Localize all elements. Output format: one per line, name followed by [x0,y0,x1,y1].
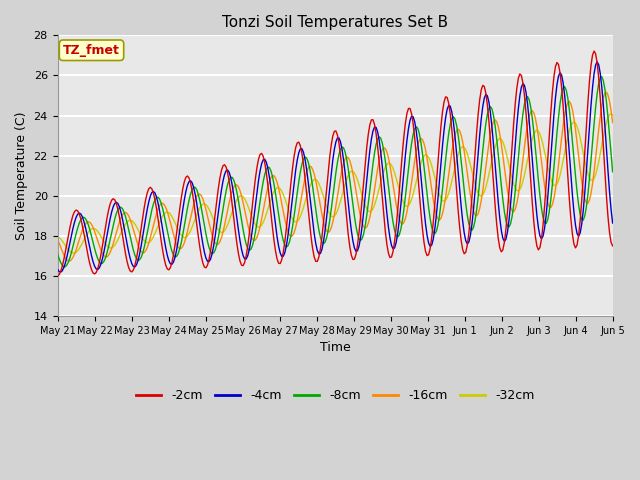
Line: -8cm: -8cm [58,77,612,267]
-8cm [609,169,616,175]
-16cm [239,200,247,205]
-2cm [237,262,245,268]
-4cm [579,207,587,213]
X-axis label: Time: Time [320,341,351,354]
Line: -2cm: -2cm [58,51,612,276]
-8cm [54,251,61,257]
-16cm [248,236,256,242]
-4cm [57,269,65,275]
-8cm [598,74,605,80]
-16cm [65,258,72,264]
-8cm [239,227,247,232]
-8cm [579,217,587,223]
-4cm [239,252,247,258]
Title: Tonzi Soil Temperatures Set B: Tonzi Soil Temperatures Set B [222,15,448,30]
-16cm [603,89,611,95]
-2cm [609,243,616,249]
-4cm [124,241,131,247]
-8cm [248,243,256,249]
-4cm [248,227,256,233]
-4cm [54,266,61,272]
-4cm [298,146,306,152]
-32cm [221,228,228,234]
-2cm [296,143,304,148]
-8cm [298,162,306,168]
-2cm [219,163,227,169]
-16cm [54,236,61,242]
-2cm [578,198,586,204]
Line: -4cm: -4cm [58,62,612,272]
-16cm [298,192,306,198]
-8cm [60,264,68,270]
Y-axis label: Soil Temperature (C): Soil Temperature (C) [15,111,28,240]
Line: -16cm: -16cm [58,92,612,261]
-4cm [221,172,228,178]
-16cm [609,120,616,126]
-32cm [124,219,131,225]
Line: -32cm: -32cm [58,114,612,253]
Text: TZ_fmet: TZ_fmet [63,44,120,57]
-16cm [124,211,131,216]
Legend: -2cm, -4cm, -8cm, -16cm, -32cm: -2cm, -4cm, -8cm, -16cm, -32cm [131,384,540,407]
-4cm [593,59,601,65]
-2cm [54,273,61,279]
-32cm [54,234,61,240]
-32cm [248,215,256,221]
-32cm [607,111,615,117]
-32cm [579,150,587,156]
-8cm [124,220,131,226]
-32cm [69,250,77,256]
-32cm [239,194,247,200]
-2cm [247,217,255,223]
-4cm [609,220,616,226]
-16cm [579,189,587,194]
-16cm [221,223,228,228]
-2cm [122,251,129,257]
-2cm [590,48,598,54]
-8cm [221,197,228,203]
-32cm [298,210,306,216]
-32cm [609,112,616,118]
